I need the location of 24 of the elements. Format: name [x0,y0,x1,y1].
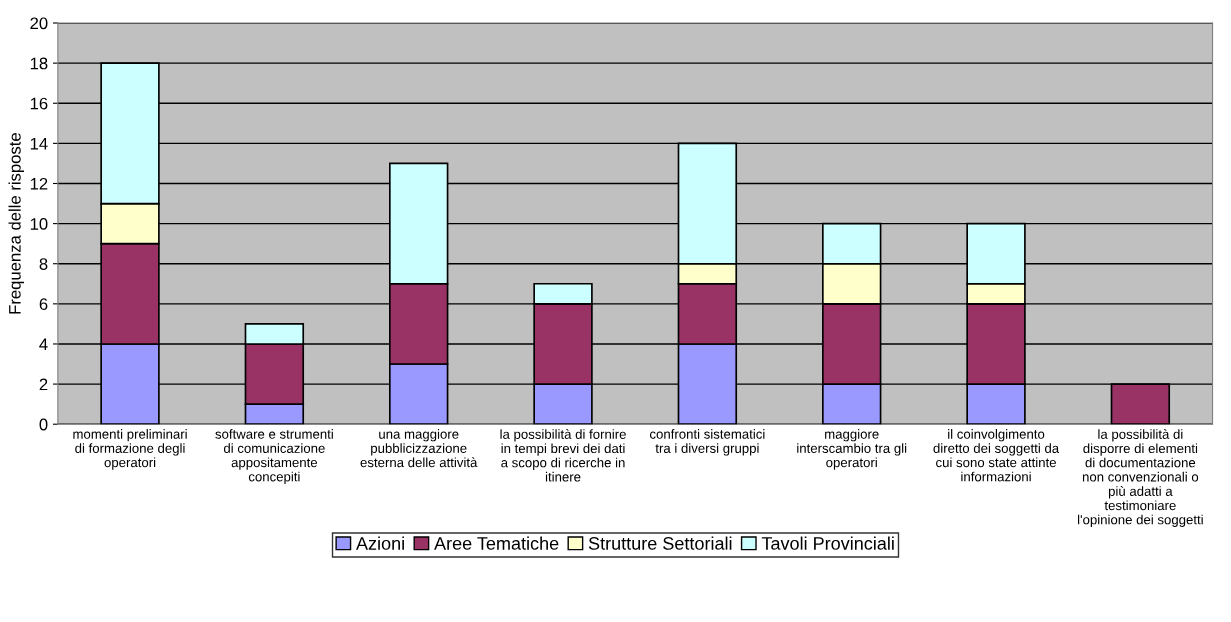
x-tick-label: confronti sistematici tra i diversi gruppi [650,429,765,456]
x-tick-label: momenti preliminari di formazione degli operatori [73,429,187,470]
y-tick-label: 6 [39,298,48,311]
y-tick-label: 18 [30,57,48,70]
y-tick-label: 20 [30,17,48,30]
y-tick-label: 14 [30,137,48,150]
x-tick-label: maggiore interscambio tra gli operatori [797,429,907,470]
y-tick-label: 0 [39,418,48,431]
legend-label: Aree Tematiche [434,536,559,550]
x-tick-label: software e strumenti di comunicazione appositamente concepiti [215,429,333,484]
x-tick-label: la possibilità di disporre di elementi di documentazione non convenzionali o più adatti a testimoniare l'opinione dei soggetti [1078,429,1203,527]
x-tick-label: il coinvolgimento diretto dei soggetti da cui sono state attinte informazioni [933,429,1060,482]
legend-label: Tavoli Provinciali [761,536,894,550]
legend-label: Azioni [356,536,404,550]
legend-label: Strutture Settoriali [588,536,732,550]
y-tick-label: 8 [39,258,48,270]
y-tick-label: 2 [39,378,48,391]
x-tick-label: una maggiore pubblicizzazione esterna delle attività [360,429,478,468]
x-tick-label: la possibilità di fornire in tempi brevi dei dati a scopo di ricerche in itinere [500,429,626,482]
y-axis-title: Frequenza delle risposte [8,133,25,314]
y-tick-label: 10 [30,218,48,230]
y-tick-label: 12 [30,177,48,190]
y-tick-label: 16 [30,97,48,110]
y-tick-label: 4 [39,338,48,351]
